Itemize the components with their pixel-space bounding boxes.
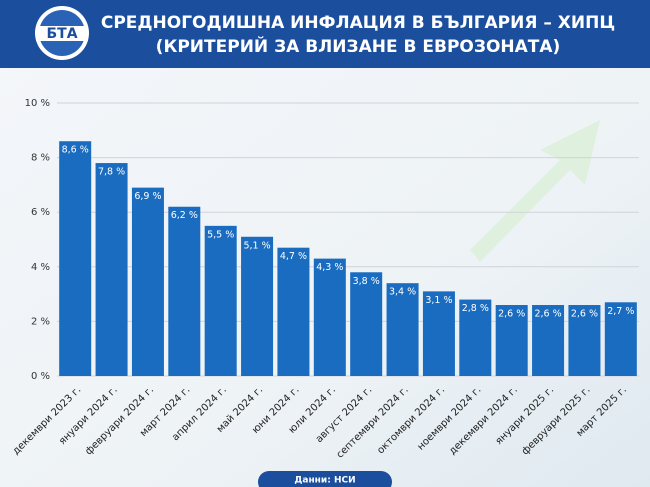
y-tick-label: 2 %: [31, 316, 50, 327]
header: [0, 0, 650, 68]
bar: [568, 305, 601, 376]
bar: [95, 163, 128, 376]
y-tick-label: 10 %: [25, 98, 50, 109]
bar: [59, 141, 92, 376]
value-label: 5,5 %: [207, 229, 234, 240]
y-tick-label: 4 %: [31, 262, 50, 273]
source: Данни: НСИ: [294, 476, 355, 486]
bar: [241, 236, 274, 376]
value-label: 4,3 %: [316, 262, 343, 273]
logo-band: [36, 26, 88, 41]
bar: [313, 258, 346, 376]
bar: [168, 206, 201, 376]
source-pill: [258, 471, 392, 487]
bar: [459, 299, 492, 376]
bar: [131, 187, 164, 376]
value-label: 5,1 %: [243, 240, 270, 251]
value-label: 2,6 %: [571, 309, 598, 320]
value-label: 3,8 %: [353, 276, 380, 287]
value-label: 2,6 %: [498, 309, 525, 320]
value-label: 2,6 %: [534, 309, 561, 320]
value-label: 3,1 %: [425, 295, 452, 306]
bar: [386, 283, 419, 376]
decor-arrow: [470, 120, 600, 262]
chart-title: СРЕДНОГОДИШНА ИНФЛАЦИЯ В БЪЛГАРИЯ – ХИПЦ: [101, 13, 615, 33]
bar: [495, 305, 528, 376]
value-label: 4,7 %: [280, 251, 307, 262]
value-label: 2,7 %: [607, 306, 634, 317]
bar: [604, 302, 637, 376]
y-tick-label: 6 %: [31, 207, 50, 218]
logo-text: БТА: [46, 26, 77, 42]
chart-subtitle: (КРИТЕРИЙ ЗА ВЛИЗАНЕ В ЕВРОЗОНАТА): [156, 35, 561, 57]
y-tick-label: 0 %: [31, 371, 50, 382]
bar: [277, 247, 310, 376]
value-label: 7,8 %: [98, 167, 125, 178]
bar: [422, 291, 455, 376]
value-label: 6,9 %: [134, 191, 161, 202]
bar: [350, 272, 383, 376]
value-label: 3,4 %: [389, 287, 416, 298]
bar: [204, 225, 237, 376]
bar: [532, 305, 565, 376]
y-tick-label: 8 %: [31, 153, 50, 164]
value-label: 2,8 %: [462, 303, 489, 314]
value-label: 8,6 %: [62, 145, 89, 156]
value-label: 6,2 %: [171, 210, 198, 221]
